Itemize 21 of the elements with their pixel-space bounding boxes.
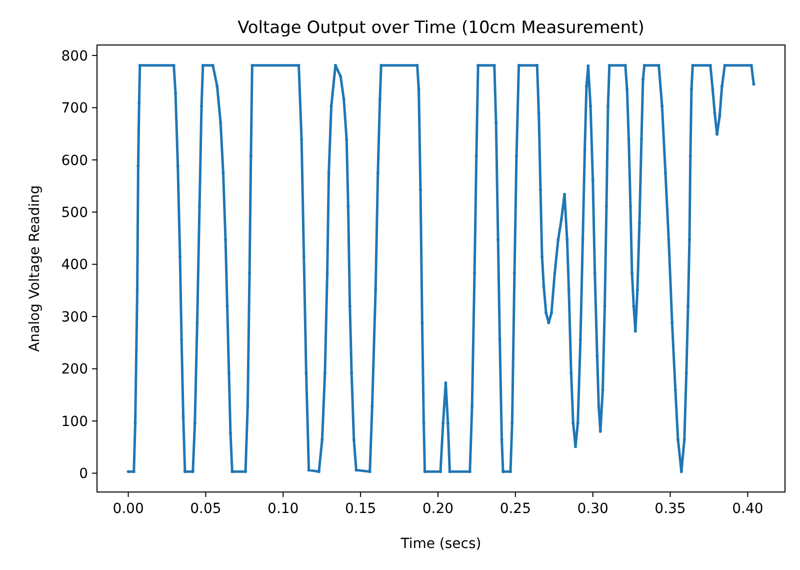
x-tick-label: 0.10 [268,501,299,517]
x-tick-label: 0.25 [500,501,531,517]
x-tick-label: 0.30 [577,501,608,517]
y-tick-label: 100 [61,414,88,430]
y-tick-label: 0 [79,466,88,482]
x-tick-label: 0.05 [190,501,222,517]
x-tick-label: 0.40 [732,501,764,517]
x-tick-label: 0.00 [112,501,144,517]
y-tick-label: 400 [61,257,88,274]
y-tick-label: 800 [61,48,88,64]
x-tick-label: 0.35 [654,501,686,517]
x-tick-label: 0.15 [344,501,376,517]
x-axis-title: Time (secs) [400,536,482,552]
x-tick-label: 0.20 [422,501,454,517]
y-axis-title: Analog Voltage Reading [27,185,43,352]
chart-title: Voltage Output over Time (10cm Measurement) [238,18,644,38]
y-tick-label: 300 [61,309,88,326]
y-tick-label: 700 [61,100,88,117]
y-tick-label: 500 [61,205,88,222]
y-tick-label: 600 [61,152,88,169]
y-tick-label: 200 [61,362,88,378]
